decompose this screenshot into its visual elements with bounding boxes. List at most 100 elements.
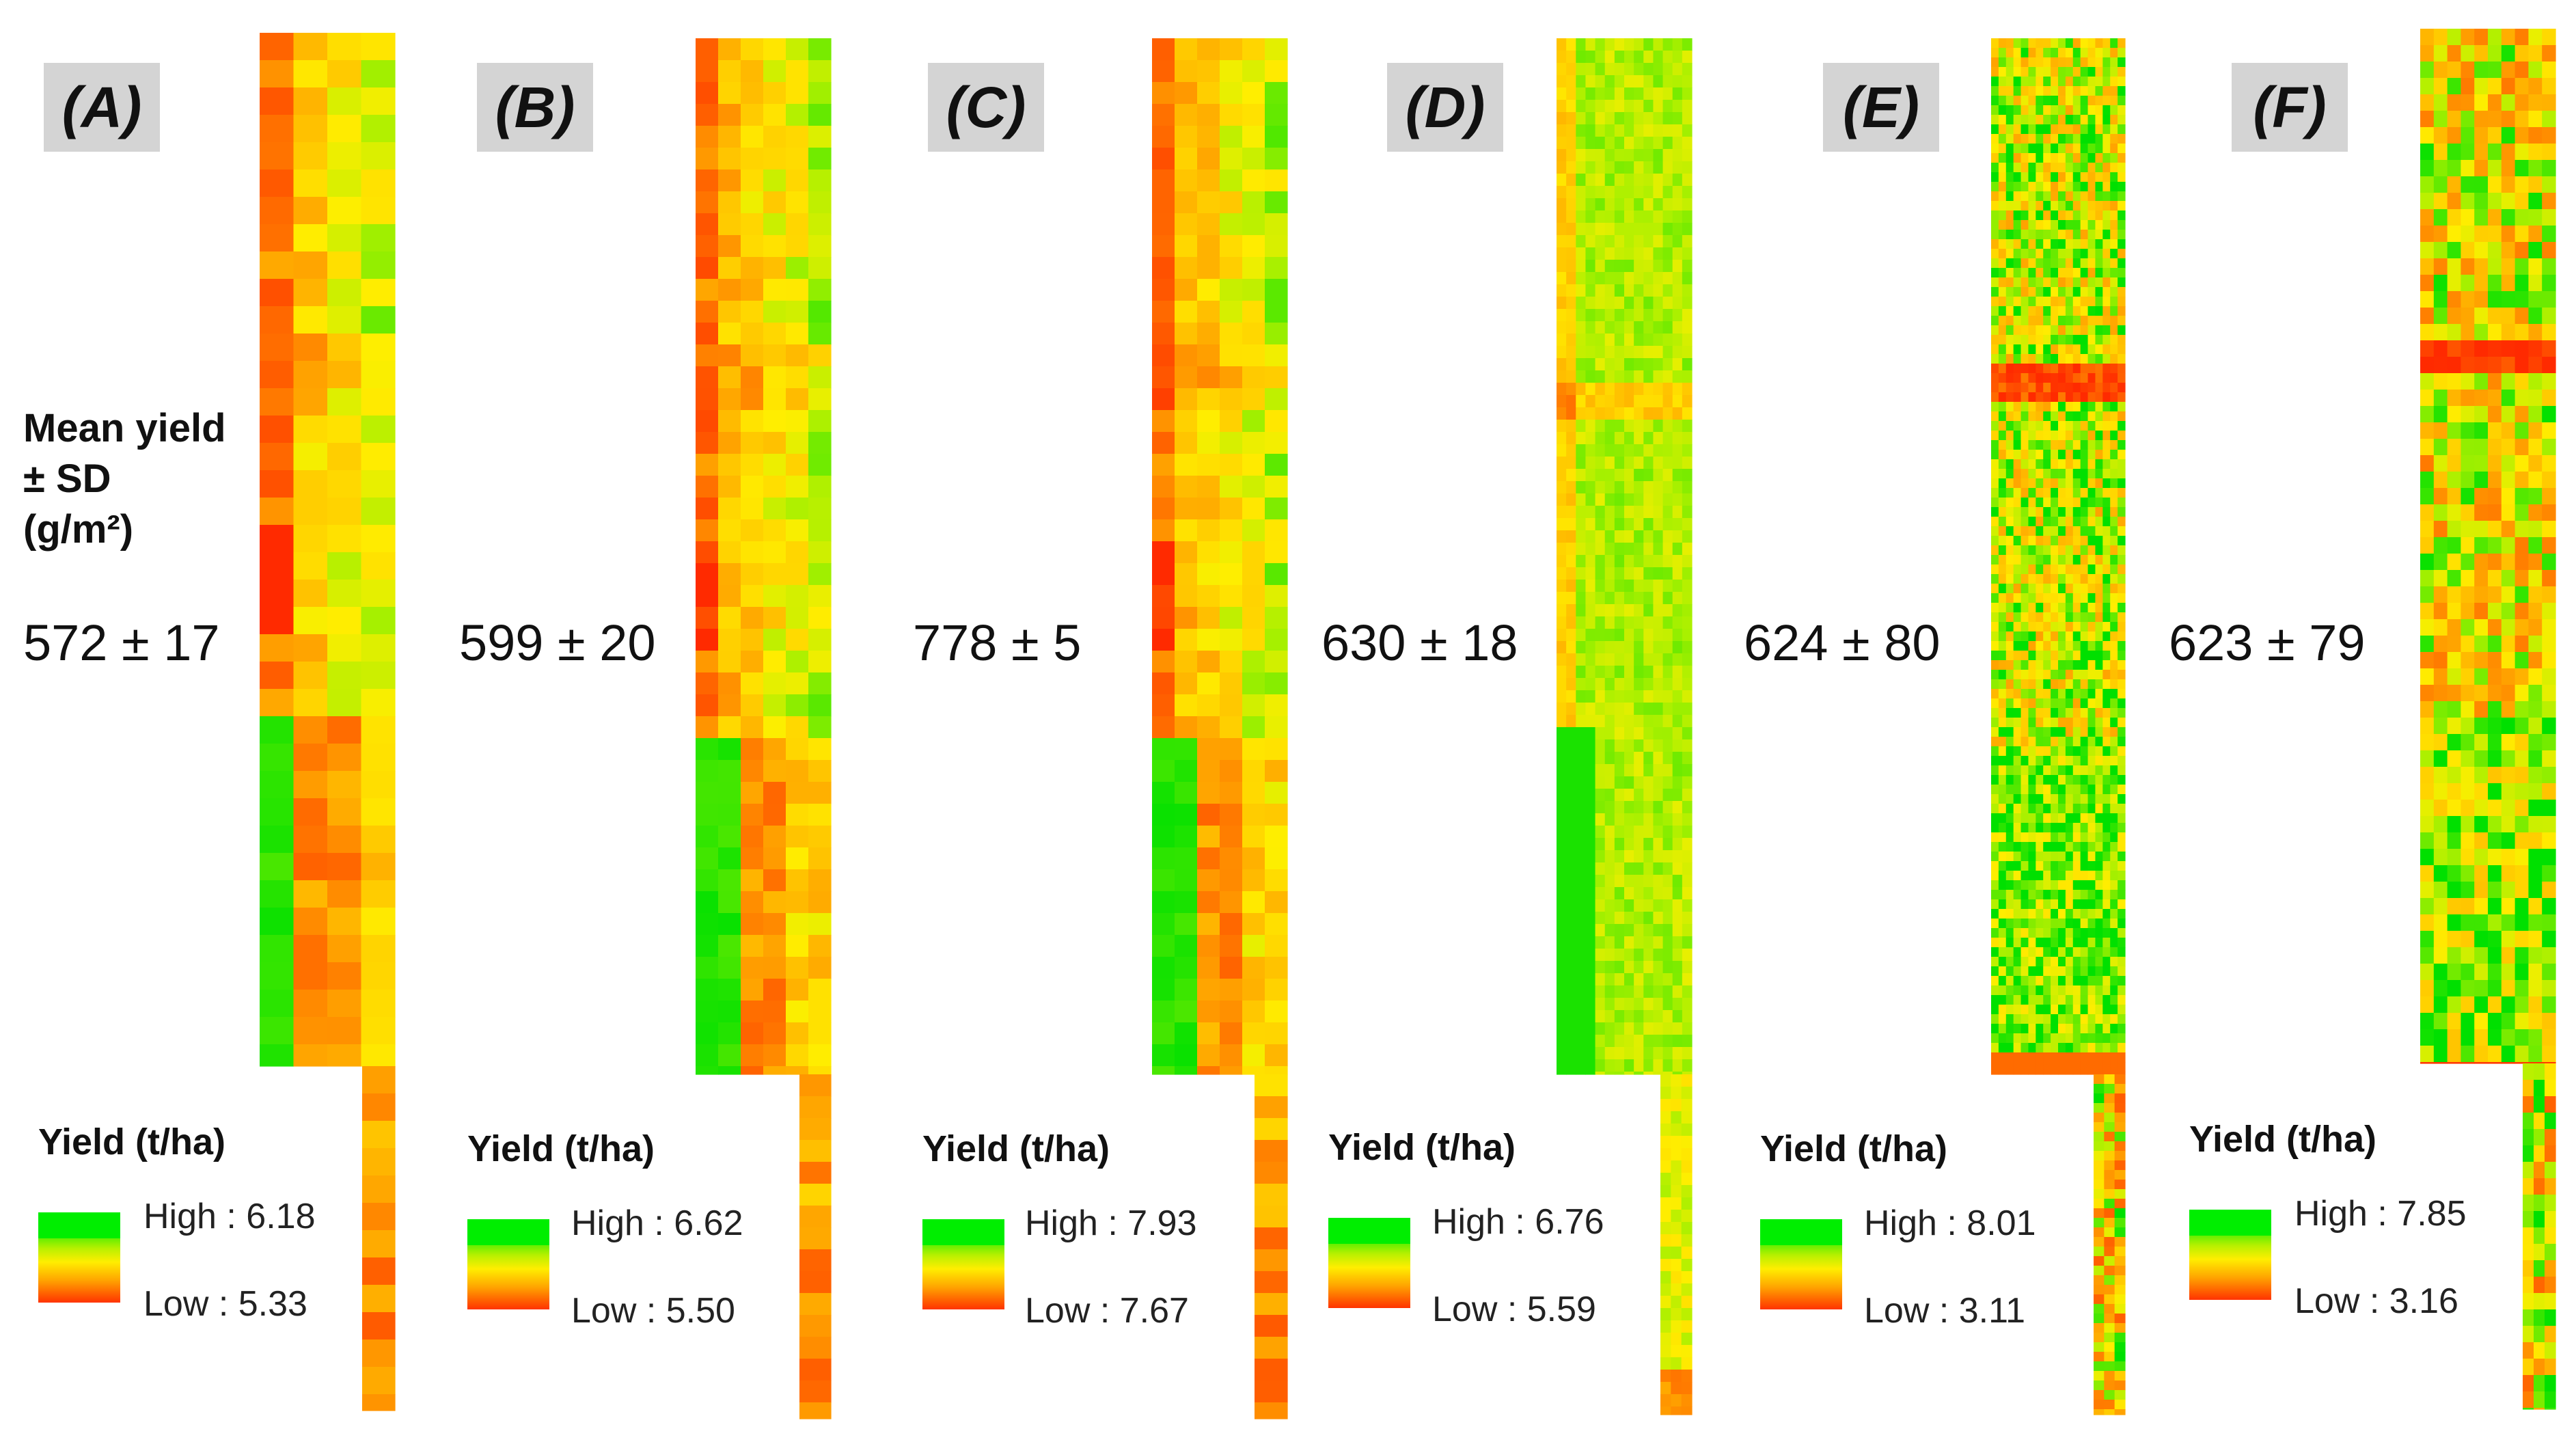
yield-cell xyxy=(2501,176,2516,193)
yield-cell xyxy=(2515,652,2529,669)
yield-cell xyxy=(786,410,809,433)
yield-cell xyxy=(2542,652,2556,669)
yield-cell xyxy=(260,880,294,908)
yield-strip-cell xyxy=(2545,1391,2556,1409)
yield-cell xyxy=(808,454,832,476)
yield-cell xyxy=(696,760,719,783)
yield-cell xyxy=(2420,586,2435,603)
yield-cell xyxy=(808,957,832,979)
yield-cell xyxy=(2474,176,2489,193)
yield-cell xyxy=(2515,390,2529,407)
yield-cell xyxy=(2420,45,2435,62)
yield-cell xyxy=(696,410,719,433)
yield-cell xyxy=(260,552,294,580)
yield-cell xyxy=(1220,432,1243,454)
yield-cell xyxy=(741,279,764,301)
yield-cell xyxy=(2515,914,2529,931)
yield-strip-cell xyxy=(2545,1096,2556,1113)
yield-cell xyxy=(327,607,362,635)
yield-cell xyxy=(2501,94,2516,111)
yield-cell xyxy=(2461,898,2475,915)
yield-cell xyxy=(2461,209,2475,226)
yield-cell xyxy=(2528,94,2543,111)
yield-cell xyxy=(718,279,741,301)
yield-cell xyxy=(696,716,719,739)
yield-cell xyxy=(2420,357,2435,374)
yield-cell xyxy=(2474,734,2489,751)
yield-cell xyxy=(808,694,832,717)
yield-strip-cell xyxy=(362,1285,396,1313)
yield-cell xyxy=(741,169,764,192)
yield-cell xyxy=(1197,476,1220,498)
yield-cell xyxy=(1242,651,1265,673)
yield-cell xyxy=(763,957,786,979)
yield-strip-cell xyxy=(2523,1277,2534,1294)
yield-cell xyxy=(718,388,741,411)
yield-cell xyxy=(2488,488,2502,505)
yield-cell xyxy=(1242,432,1265,454)
yield-cell xyxy=(1152,148,1175,170)
yield-cell xyxy=(2420,439,2435,456)
yield-cell xyxy=(260,60,294,88)
yield-cell xyxy=(2501,45,2516,62)
yield-cell xyxy=(2542,800,2556,817)
yield-cell xyxy=(2528,914,2543,931)
yield-cell xyxy=(2542,193,2556,210)
yield-cell xyxy=(361,115,396,143)
yield-cell xyxy=(696,585,719,608)
yield-cell xyxy=(293,744,328,772)
yield-cell xyxy=(2515,29,2529,46)
panel-label-f: (F) xyxy=(2232,63,2348,152)
yield-cell xyxy=(2501,636,2516,653)
yield-cell xyxy=(741,563,764,586)
yield-cell xyxy=(2501,78,2516,95)
yield-cell xyxy=(2528,340,2543,357)
yield-strip-cell xyxy=(799,1096,832,1119)
yield-cell xyxy=(2501,340,2516,357)
yield-cell xyxy=(2420,521,2435,538)
yield-cell xyxy=(2474,586,2489,603)
yield-cell xyxy=(1175,410,1198,433)
yield-cell xyxy=(2515,373,2529,390)
yield-cell xyxy=(1152,672,1175,695)
yield-cell xyxy=(1197,104,1220,126)
yield-cell xyxy=(2420,472,2435,489)
yield-cell xyxy=(2420,390,2435,407)
yield-cell xyxy=(2515,226,2529,243)
yield-cell xyxy=(1152,694,1175,717)
yield-strip-cell xyxy=(362,1066,396,1094)
yield-cell xyxy=(1197,694,1220,717)
yield-strip-cell xyxy=(799,1359,832,1381)
yield-cell xyxy=(2461,996,2475,1014)
yield-cell xyxy=(2488,980,2502,997)
yield-cell xyxy=(2501,750,2516,767)
yield-cell xyxy=(2461,1013,2475,1030)
yield-cell xyxy=(327,443,362,471)
yield-cell xyxy=(1242,410,1265,433)
yield-cell xyxy=(2542,127,2556,144)
yield-cell xyxy=(1242,235,1265,258)
yield-cell xyxy=(2420,504,2435,521)
yield-cell xyxy=(2501,701,2516,718)
yield-cell xyxy=(2474,45,2489,62)
yield-cell xyxy=(2420,1046,2435,1063)
yield-cell xyxy=(763,148,786,170)
yield-cell xyxy=(2542,144,2556,161)
yield-cell xyxy=(808,126,832,148)
yield-cell xyxy=(2488,291,2502,308)
yield-cell xyxy=(2488,586,2502,603)
yield-cell xyxy=(2474,537,2489,554)
yield-cell xyxy=(696,1022,719,1045)
yield-cell xyxy=(2474,685,2489,702)
yield-cell xyxy=(1197,454,1220,476)
yield-cell xyxy=(2528,504,2543,521)
yield-cell xyxy=(2501,308,2516,325)
yield-cell xyxy=(2542,373,2556,390)
yield-cell xyxy=(2528,668,2543,685)
yield-cell xyxy=(808,1001,832,1023)
yield-cell xyxy=(2515,193,2529,210)
yield-cell xyxy=(1152,279,1175,301)
yield-cell xyxy=(763,1044,786,1067)
yield-cell xyxy=(741,847,764,870)
yield-cell xyxy=(293,580,328,608)
